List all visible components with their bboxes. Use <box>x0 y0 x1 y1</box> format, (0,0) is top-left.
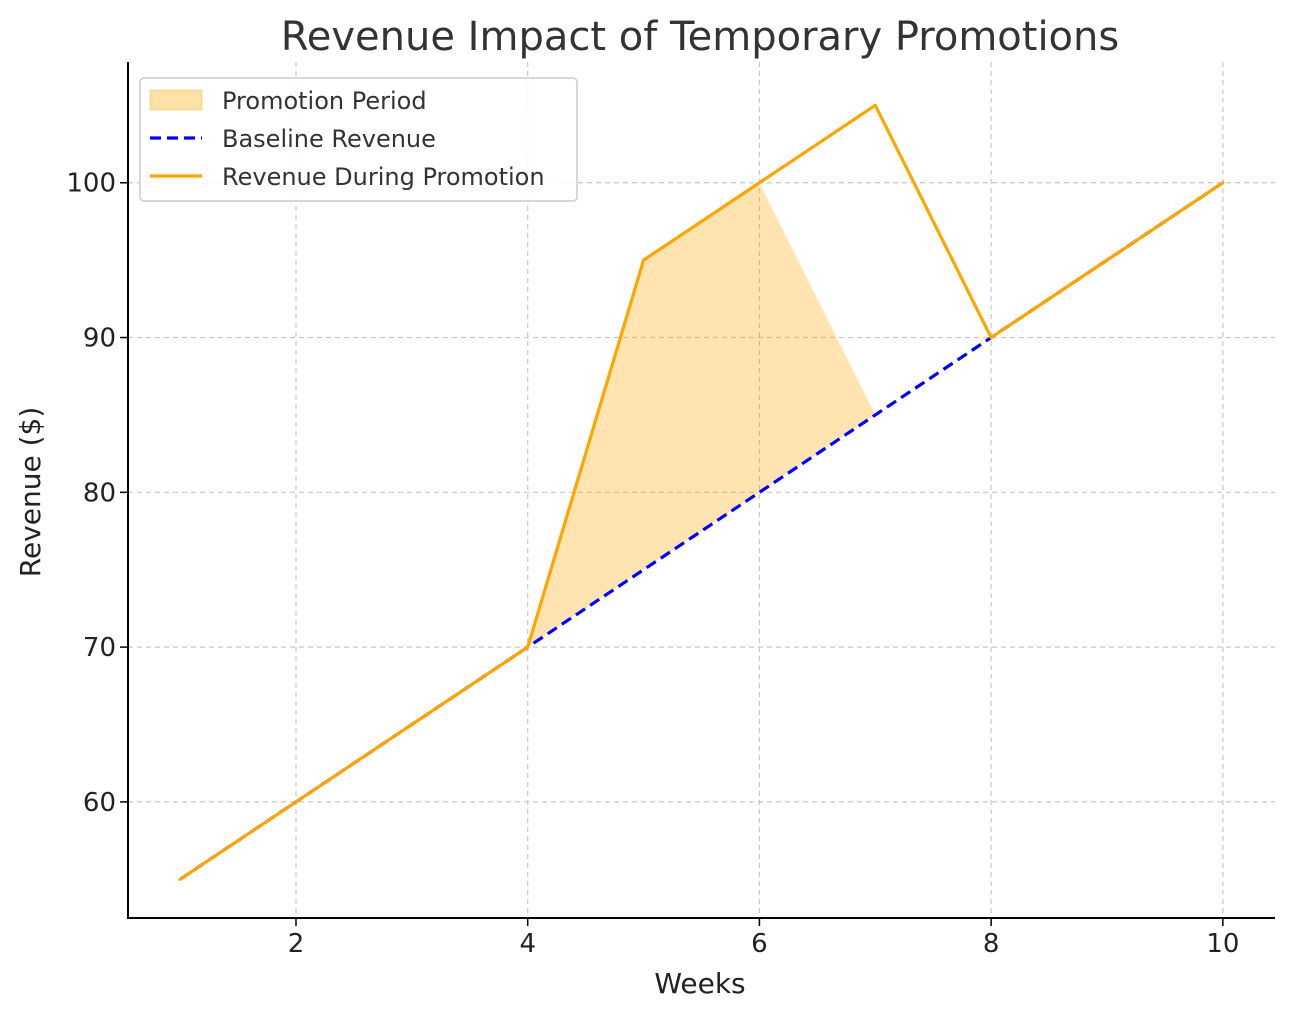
x-tick-label: 6 <box>751 929 768 959</box>
legend: Promotion Period Baseline Revenue Revenue … <box>139 77 578 202</box>
tick-labels: 2 4 6 8 10 60 70 80 90 100 <box>66 169 1239 959</box>
y-tick-label: 80 <box>83 478 116 508</box>
promotion-period-area-layer <box>527 182 876 648</box>
promotion-period-area <box>527 182 876 648</box>
axes <box>120 62 1275 926</box>
legend-swatch-promotion-period <box>149 89 203 111</box>
series-layer <box>178 103 1225 881</box>
y-tick-label: 90 <box>83 324 116 354</box>
x-tick-label: 4 <box>519 929 536 959</box>
legend-label-baseline-revenue: Baseline Revenue <box>222 125 436 153</box>
legend-label-promotion-period: Promotion Period <box>222 87 427 115</box>
y-tick-label: 100 <box>66 169 116 199</box>
legend-label-revenue-during-promotion: Revenue During Promotion <box>222 163 545 191</box>
x-tick-label: 2 <box>288 929 305 959</box>
revenue-during-promotion-line <box>178 103 1225 881</box>
y-axis-label: Revenue ($) <box>14 407 47 578</box>
x-axis-label: Weeks <box>654 967 745 1000</box>
x-tick-label: 8 <box>983 929 1000 959</box>
x-tick-label: 10 <box>1206 929 1239 959</box>
chart-title: Revenue Impact of Temporary Promotions <box>281 14 1119 60</box>
legend-box <box>139 77 578 202</box>
y-tick-label: 70 <box>83 633 116 663</box>
y-tick-label: 60 <box>83 788 116 818</box>
